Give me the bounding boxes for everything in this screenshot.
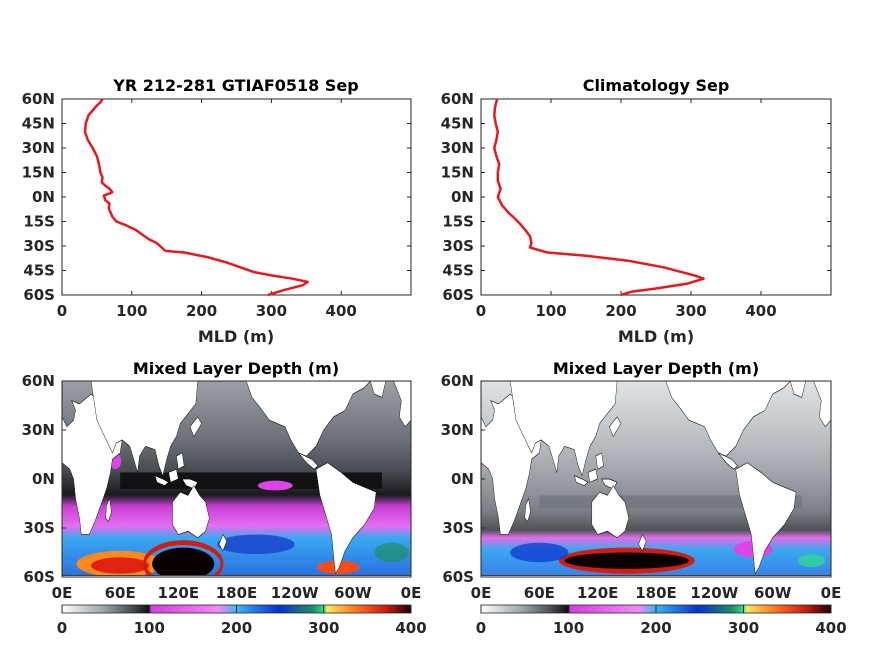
chart-title: Mixed Layer Depth (m) [133, 359, 339, 378]
profile-chart-model: YR 212-281 GTIAF0518 Sep 60N 45N 30N 15N 0N 1… [22, 76, 412, 346]
colorbar-tick-labels: 0 100 200 300 400 [476, 605, 847, 637]
colorbar-tick-label: 0 [476, 619, 486, 637]
y-tick-label: 0N [451, 470, 474, 488]
colorbar-tick-label: 200 [221, 619, 252, 637]
y-tick-label: 45S [23, 262, 55, 280]
chart-title: Climatology Sep [583, 76, 730, 95]
x-axis-label: MLD (m) [618, 327, 694, 346]
y-tick-label: 60N [441, 90, 474, 108]
y-tick-label: 30N [441, 139, 474, 157]
mld-map-field [62, 381, 411, 577]
y-tick-label: 60N [22, 90, 55, 108]
x-tick-label: 300 [675, 302, 706, 320]
x-axis-label: MLD (m) [198, 327, 274, 346]
mld-profile-line [493, 98, 705, 297]
x-tick-label: 120E [158, 584, 200, 602]
y-tick-label: 60S [23, 286, 55, 304]
y-tick-label: 15S [23, 213, 55, 231]
x-tick-label: 60W [334, 584, 372, 602]
y-tick-label: 45S [442, 262, 474, 280]
x-tick-labels: 0E 60E 120E 180E 120W 60W 0E [471, 584, 842, 602]
x-tick-label: 120E [577, 584, 619, 602]
x-tick-label: 200 [186, 302, 217, 320]
colorbar-tick-label: 300 [308, 619, 339, 637]
colorbar-tick-label: 400 [395, 619, 426, 637]
y-tick-label: 15N [441, 164, 474, 182]
colorbar-tick-label: 100 [134, 619, 165, 637]
x-tick-label: 0 [57, 302, 67, 320]
x-tick-label: 60E [105, 584, 136, 602]
y-tick-labels: 60N 30N 0N 30S 60S [441, 372, 485, 586]
x-tick-label: 60W [754, 584, 792, 602]
x-tick-label: 0E [52, 584, 73, 602]
x-tick-label: 120W [690, 584, 738, 602]
y-tick-label: 30N [441, 421, 474, 439]
x-tick-label: 400 [326, 302, 357, 320]
y-tick-label: 0N [451, 188, 474, 206]
y-tick-labels: 60N 45N 30N 15N 0N 15S 30S 45S 60S [22, 90, 411, 304]
y-tick-label: 0N [32, 188, 55, 206]
y-tick-label: 60S [23, 568, 55, 586]
y-tick-label: 15N [22, 164, 55, 182]
y-tick-label: 15S [442, 213, 474, 231]
x-tick-label: 300 [256, 302, 287, 320]
mld-map-field [481, 381, 831, 577]
x-tick-labels: 0 100 200 300 400 [57, 99, 357, 320]
x-tick-label: 0E [401, 584, 422, 602]
profile-chart-climatology: Climatology Sep 60N45N30N15N0N15S30S45S6… [441, 76, 832, 346]
mld-profile-line [83, 98, 309, 297]
x-tick-label: 100 [535, 302, 566, 320]
chart-title: YR 212-281 GTIAF0518 Sep [112, 76, 358, 95]
colorbar-tick-label: 100 [553, 619, 584, 637]
y-tick-label: 30S [442, 519, 474, 537]
x-tick-labels: 0 100 200 300 400 [476, 99, 777, 320]
chart-title: Mixed Layer Depth (m) [553, 359, 759, 378]
y-tick-label: 30S [23, 519, 55, 537]
x-tick-label: 100 [116, 302, 147, 320]
x-tick-label: 0 [476, 302, 486, 320]
y-tick-label: 60S [442, 286, 474, 304]
colorbar-tick-label: 400 [815, 619, 846, 637]
colorbar-tick-labels: 0 100 200 300 400 [57, 605, 427, 637]
x-tick-label: 0E [471, 584, 492, 602]
x-tick-label: 180E [216, 584, 258, 602]
x-tick-label: 120W [271, 584, 319, 602]
x-tick-label: 400 [745, 302, 776, 320]
colorbar-tick-label: 300 [728, 619, 759, 637]
x-tick-label: 60E [524, 584, 555, 602]
y-tick-label: 60N [22, 372, 55, 390]
y-tick-label: 45N [441, 115, 474, 133]
y-tick-label: 30N [22, 421, 55, 439]
y-tick-label: 30S [442, 237, 474, 255]
colorbar-tick-label: 200 [640, 619, 671, 637]
x-tick-labels: 0E 60E 120E 180E 120W 60W 0E [52, 584, 422, 602]
colorbar-tick-label: 0 [57, 619, 67, 637]
y-tick-label: 60S [442, 568, 474, 586]
x-tick-label: 200 [605, 302, 636, 320]
x-tick-label: 0E [821, 584, 842, 602]
y-tick-label: 30S [23, 237, 55, 255]
x-tick-label: 180E [635, 584, 677, 602]
y-tick-label: 45N [22, 115, 55, 133]
y-tick-label: 0N [32, 470, 55, 488]
y-tick-label: 30N [22, 139, 55, 157]
y-tick-labels: 60N 45N 30N 15N 0N 15S 30S 45S 60S [441, 90, 831, 304]
y-tick-labels: 60N 30N 0N 30S 60S [22, 372, 66, 586]
y-tick-label: 60N [441, 372, 474, 390]
